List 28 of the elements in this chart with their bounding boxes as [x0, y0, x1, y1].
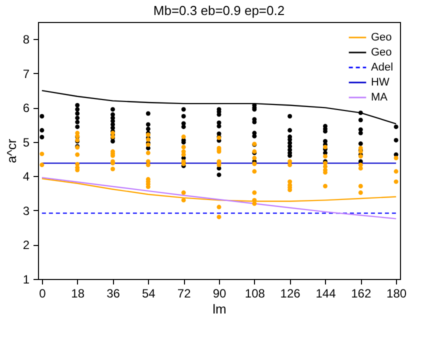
y-tick-label: 6	[22, 101, 30, 116]
x-tick-label: 18	[71, 286, 85, 300]
legend-label: Geo	[371, 32, 392, 44]
x-tick-label: 108	[244, 286, 266, 300]
x-tick-label: 126	[280, 286, 301, 300]
y-tick-label: 3	[22, 204, 30, 218]
line-series	[41, 176, 397, 220]
y-tick-label: 7	[22, 66, 30, 81]
chart-title: Mb=0.3 eb=0.9 ep=0.2	[153, 3, 285, 18]
legend-label: MA	[371, 92, 388, 104]
y-tick-label: 1	[22, 272, 30, 286]
x-tick-label: 54	[142, 286, 156, 300]
x-tick-label: 0	[39, 286, 46, 300]
legend-label: HW	[371, 76, 390, 88]
y-tick-label: 8	[22, 32, 30, 47]
y-tick-label: 4	[22, 170, 30, 184]
x-tick-label: 180	[386, 286, 407, 300]
legend-label: Geo	[371, 46, 392, 58]
y-axis-title: a^cr	[4, 138, 19, 164]
x-tick-label: 72	[177, 286, 192, 300]
x-tick-label: 90	[212, 286, 226, 300]
x-axis-title: lm	[212, 302, 226, 316]
x-tick-label: 162	[351, 286, 372, 300]
y-tick-label: 2	[22, 238, 30, 252]
y-tick-label: 5	[22, 135, 30, 150]
legend-label: Adel	[371, 62, 394, 74]
x-tick-label: 36	[106, 286, 120, 300]
x-tick-label: 144	[316, 286, 336, 300]
